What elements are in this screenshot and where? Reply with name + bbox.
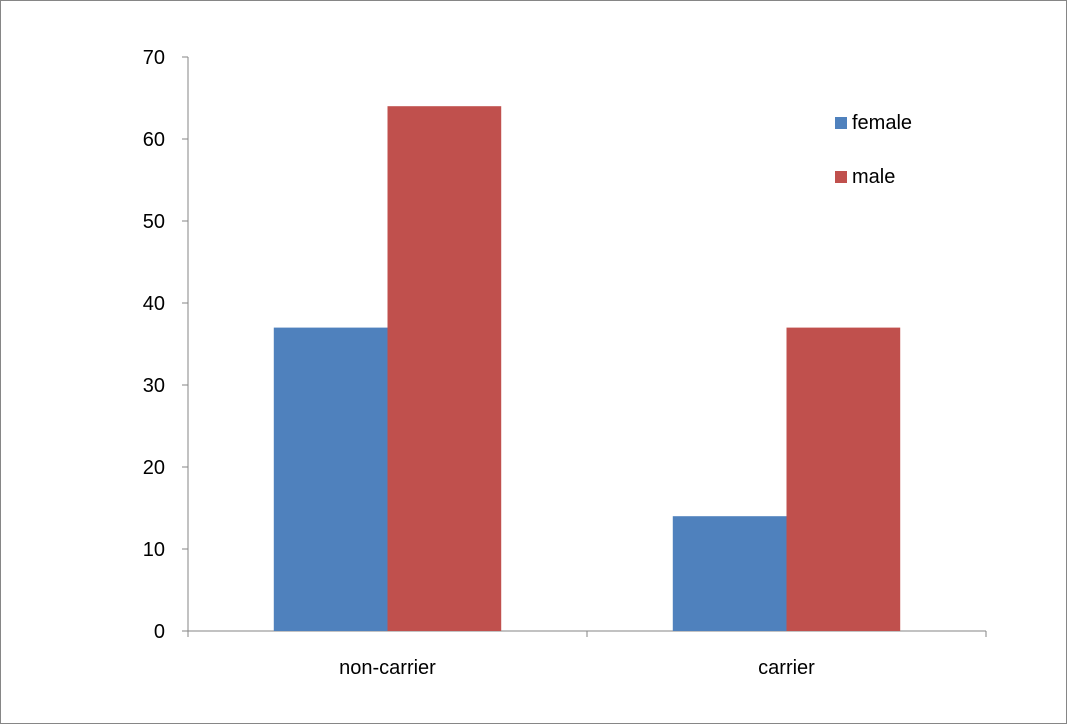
y-tick-label: 0 [154, 621, 165, 643]
y-tick-label: 50 [143, 211, 165, 233]
legend-swatch-male [835, 171, 847, 183]
legend-swatch-female [835, 117, 847, 129]
x-tick-label: non-carrier [339, 657, 436, 679]
x-tick-label: carrier [758, 657, 815, 679]
bar-female-carrier [672, 516, 787, 631]
legend-label-male: male [852, 166, 895, 188]
y-tick-label: 30 [143, 375, 165, 397]
y-tick-label: 60 [143, 129, 165, 151]
y-tick-label: 20 [143, 457, 165, 479]
y-tick-label: 10 [143, 539, 165, 561]
legend: female male [835, 112, 912, 188]
bar-male-non-carrier [387, 106, 502, 631]
bar-male-carrier [786, 327, 901, 631]
y-tick-label: 70 [143, 47, 165, 69]
bar-female-non-carrier [273, 327, 388, 631]
legend-label-female: female [852, 112, 912, 134]
y-axis: 0 10 20 30 40 50 60 70 [143, 47, 189, 643]
bars [273, 106, 901, 631]
y-tick-label: 40 [143, 293, 165, 315]
